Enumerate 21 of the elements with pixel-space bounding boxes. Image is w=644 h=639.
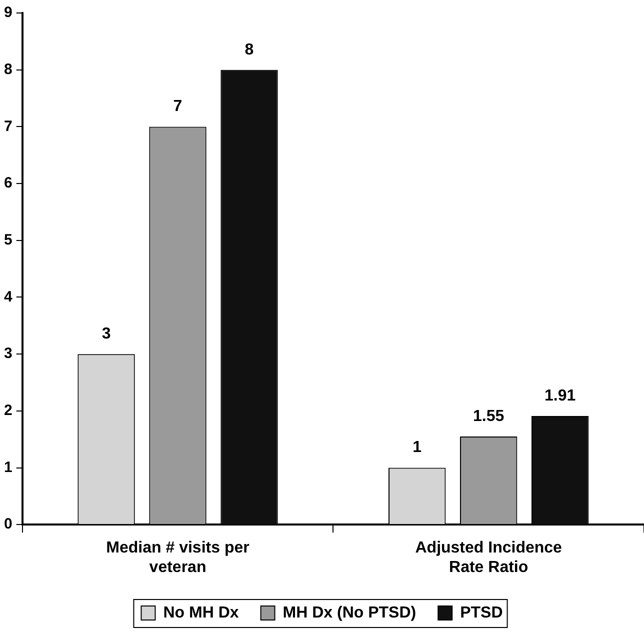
x-tick-label: Median # visits per veteran: [106, 540, 250, 576]
y-tick-label: 2: [4, 402, 12, 420]
y-tick-label: 5: [4, 232, 12, 249]
data-label: 1: [412, 439, 422, 456]
data-label: 7: [173, 98, 182, 116]
data-label: 1.91: [544, 387, 576, 404]
y-tick-label: 7: [4, 118, 12, 135]
legend-label: No MH Dx: [163, 604, 239, 622]
y-tick-label: 0: [4, 516, 12, 533]
y-tick-label: 3: [4, 345, 12, 362]
y-tick-label: 4: [4, 288, 13, 306]
y-tick-label: 1: [4, 458, 12, 476]
x-tick-label: Adjusted Incidence Rate Ratio: [415, 540, 562, 576]
data-label: 8: [244, 41, 254, 58]
y-tick-label: 6: [4, 174, 12, 192]
legend-label: MH Dx (No PTSD): [282, 604, 416, 622]
data-label: 3: [102, 325, 111, 342]
y-tick-label: 9: [4, 4, 12, 22]
legend-label: PTSD: [460, 604, 503, 622]
y-tick-label: 8: [4, 60, 12, 78]
data-label: 1.55: [473, 408, 504, 425]
